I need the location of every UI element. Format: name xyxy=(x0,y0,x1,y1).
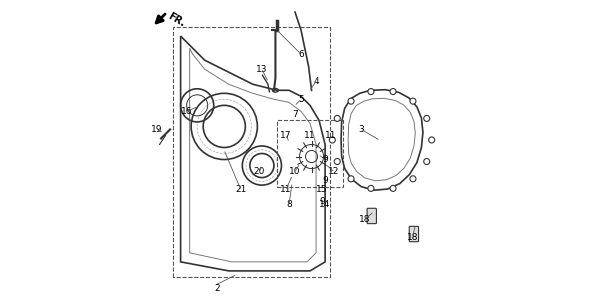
Text: 9: 9 xyxy=(322,176,328,185)
Text: 9: 9 xyxy=(322,155,328,164)
Text: 14: 14 xyxy=(319,200,331,209)
Circle shape xyxy=(410,98,416,104)
Text: 16: 16 xyxy=(181,107,192,116)
Circle shape xyxy=(348,176,354,182)
Bar xyxy=(277,120,343,187)
Text: 5: 5 xyxy=(298,95,304,104)
Text: 2: 2 xyxy=(214,284,219,293)
Circle shape xyxy=(334,159,340,165)
Text: 10: 10 xyxy=(289,167,301,176)
Circle shape xyxy=(368,185,374,191)
FancyBboxPatch shape xyxy=(409,226,418,242)
Text: 11: 11 xyxy=(304,131,316,140)
Text: 21: 21 xyxy=(235,185,247,194)
Circle shape xyxy=(424,115,430,121)
Text: 13: 13 xyxy=(256,65,268,74)
Text: 7: 7 xyxy=(292,110,298,119)
Text: FR.: FR. xyxy=(166,11,187,28)
FancyBboxPatch shape xyxy=(367,208,376,224)
Text: 11: 11 xyxy=(280,185,291,194)
Text: 9: 9 xyxy=(319,197,325,206)
Circle shape xyxy=(329,137,335,143)
Circle shape xyxy=(368,88,374,95)
Circle shape xyxy=(424,159,430,165)
Circle shape xyxy=(334,115,340,121)
Text: 15: 15 xyxy=(316,185,328,194)
Text: 11: 11 xyxy=(325,131,337,140)
Text: 6: 6 xyxy=(298,50,304,59)
Text: 4: 4 xyxy=(313,77,319,86)
Circle shape xyxy=(410,176,416,182)
Text: 17: 17 xyxy=(280,131,291,140)
Text: 8: 8 xyxy=(286,200,292,209)
Circle shape xyxy=(429,137,435,143)
Text: 3: 3 xyxy=(358,125,364,134)
Text: 19: 19 xyxy=(151,125,162,134)
Circle shape xyxy=(348,98,354,104)
Text: 20: 20 xyxy=(253,167,264,176)
Circle shape xyxy=(390,88,396,95)
Circle shape xyxy=(390,185,396,191)
Text: 18: 18 xyxy=(407,233,418,242)
Text: 12: 12 xyxy=(329,167,340,176)
Text: 18: 18 xyxy=(359,215,370,224)
